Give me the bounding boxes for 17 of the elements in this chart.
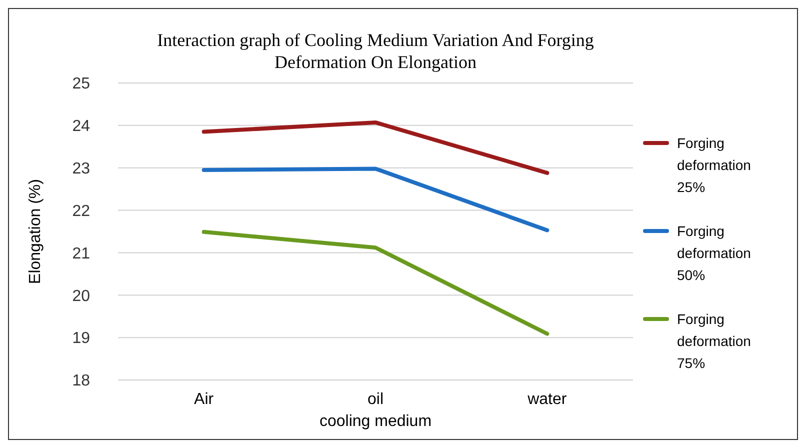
y-tick-label: 21 (72, 245, 90, 262)
y-tick-label: 22 (72, 202, 90, 220)
y-tick-label: 18 (72, 372, 90, 390)
legend-label: Forging deformation 75% (677, 310, 751, 371)
x-axis-title: cooling medium (319, 413, 432, 430)
y-axis-title: Elongation (%) (27, 179, 44, 284)
y-tick-label: 23 (72, 160, 90, 178)
y-tick-label: 20 (72, 288, 90, 305)
chart-title: Interaction graph of Cooling Medium Variation And Forging Deformation On Elongation (157, 30, 594, 72)
y-tick-label: 19 (72, 330, 90, 348)
legend-label: Forging deformation 50% (677, 222, 751, 283)
legend-label: Forging deformation 25% (677, 134, 751, 195)
x-tick-label: Air (194, 391, 214, 408)
y-tick-label: 25 (72, 76, 90, 93)
x-tick-label: water (526, 391, 568, 408)
y-tick-label: 24 (72, 118, 90, 136)
x-tick-label: oil (367, 391, 384, 408)
